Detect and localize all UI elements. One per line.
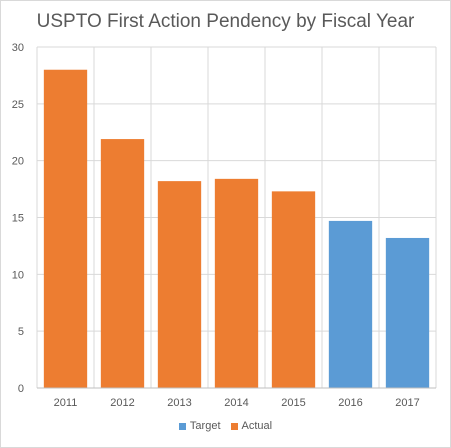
y-tick-label: 10 [12,269,24,281]
x-tick-label: 2016 [338,397,362,409]
legend-swatch [230,422,238,430]
bar-actual-2011 [43,69,88,388]
x-tick-label: 2013 [167,397,191,409]
y-tick-label: 15 [12,213,24,225]
y-tick-label: 20 [12,156,24,168]
bar-actual-2013 [157,181,202,388]
y-tick-label: 30 [12,42,24,54]
x-tick-label: 2017 [395,397,419,409]
y-tick-label: 0 [18,383,24,395]
legend-entry-actual: Actual [230,420,273,432]
legend-swatch [178,422,186,430]
x-tick-label: 2011 [54,397,78,409]
bar-actual-2015 [271,191,316,388]
legend-label: Target [189,420,221,432]
x-tick-label: 2014 [224,397,248,409]
x-tick-label: 2012 [110,397,134,409]
bar-actual-2014 [214,178,259,388]
x-tick-label: 2015 [281,397,305,409]
y-tick-label: 5 [18,326,24,338]
bar-actual-2012 [100,139,145,388]
legend-label: Actual [241,420,273,432]
chart-title: USPTO First Action Pendency by Fiscal Ye… [36,11,415,32]
legend-entry-target: Target [178,420,221,432]
y-tick-label: 25 [12,99,24,111]
bar-target-2017 [385,237,430,388]
bar-target-2016 [328,220,373,388]
legend: Target Actual [1,420,450,432]
